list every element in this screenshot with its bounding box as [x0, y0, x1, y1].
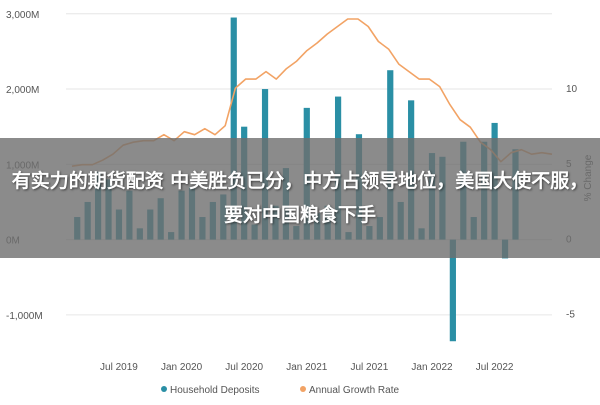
headline-text: 有实力的期货配资 中美胜负已分，中方占领导地位，美国大使不服，要对中国粮食下手 — [11, 170, 589, 226]
legend-label-annual-growth-rate: Annual Growth Rate — [309, 385, 399, 396]
y-tick-label: 2,000M — [6, 85, 39, 96]
bar — [230, 17, 237, 240]
bar — [449, 239, 456, 342]
legend-marker-household-deposits — [161, 386, 167, 392]
y2-tick-label: -5 — [566, 309, 575, 320]
x-tick-label: Jul 2022 — [476, 362, 514, 373]
y2-tick-label: 10 — [566, 84, 578, 95]
x-tick-label: Jul 2020 — [225, 362, 263, 373]
legend: Household Deposits Annual Growth Rate — [161, 385, 399, 396]
x-tick-label: Jan 2022 — [411, 362, 453, 373]
legend-label-household-deposits: Household Deposits — [170, 385, 260, 396]
x-tick-label: Jan 2020 — [161, 362, 203, 373]
headline-banner: 有实力的期货配资 中美胜负已分，中方占领导地位，美国大使不服，要对中国粮食下手 — [0, 138, 600, 258]
y-tick-label: -1,000M — [6, 311, 43, 322]
x-tick-label: Jul 2019 — [100, 362, 138, 373]
x-tick-label: Jul 2021 — [350, 362, 388, 373]
legend-marker-annual-growth-rate — [300, 386, 306, 392]
y-tick-label: 3,000M — [6, 10, 39, 21]
x-tick-label: Jan 2021 — [286, 362, 328, 373]
